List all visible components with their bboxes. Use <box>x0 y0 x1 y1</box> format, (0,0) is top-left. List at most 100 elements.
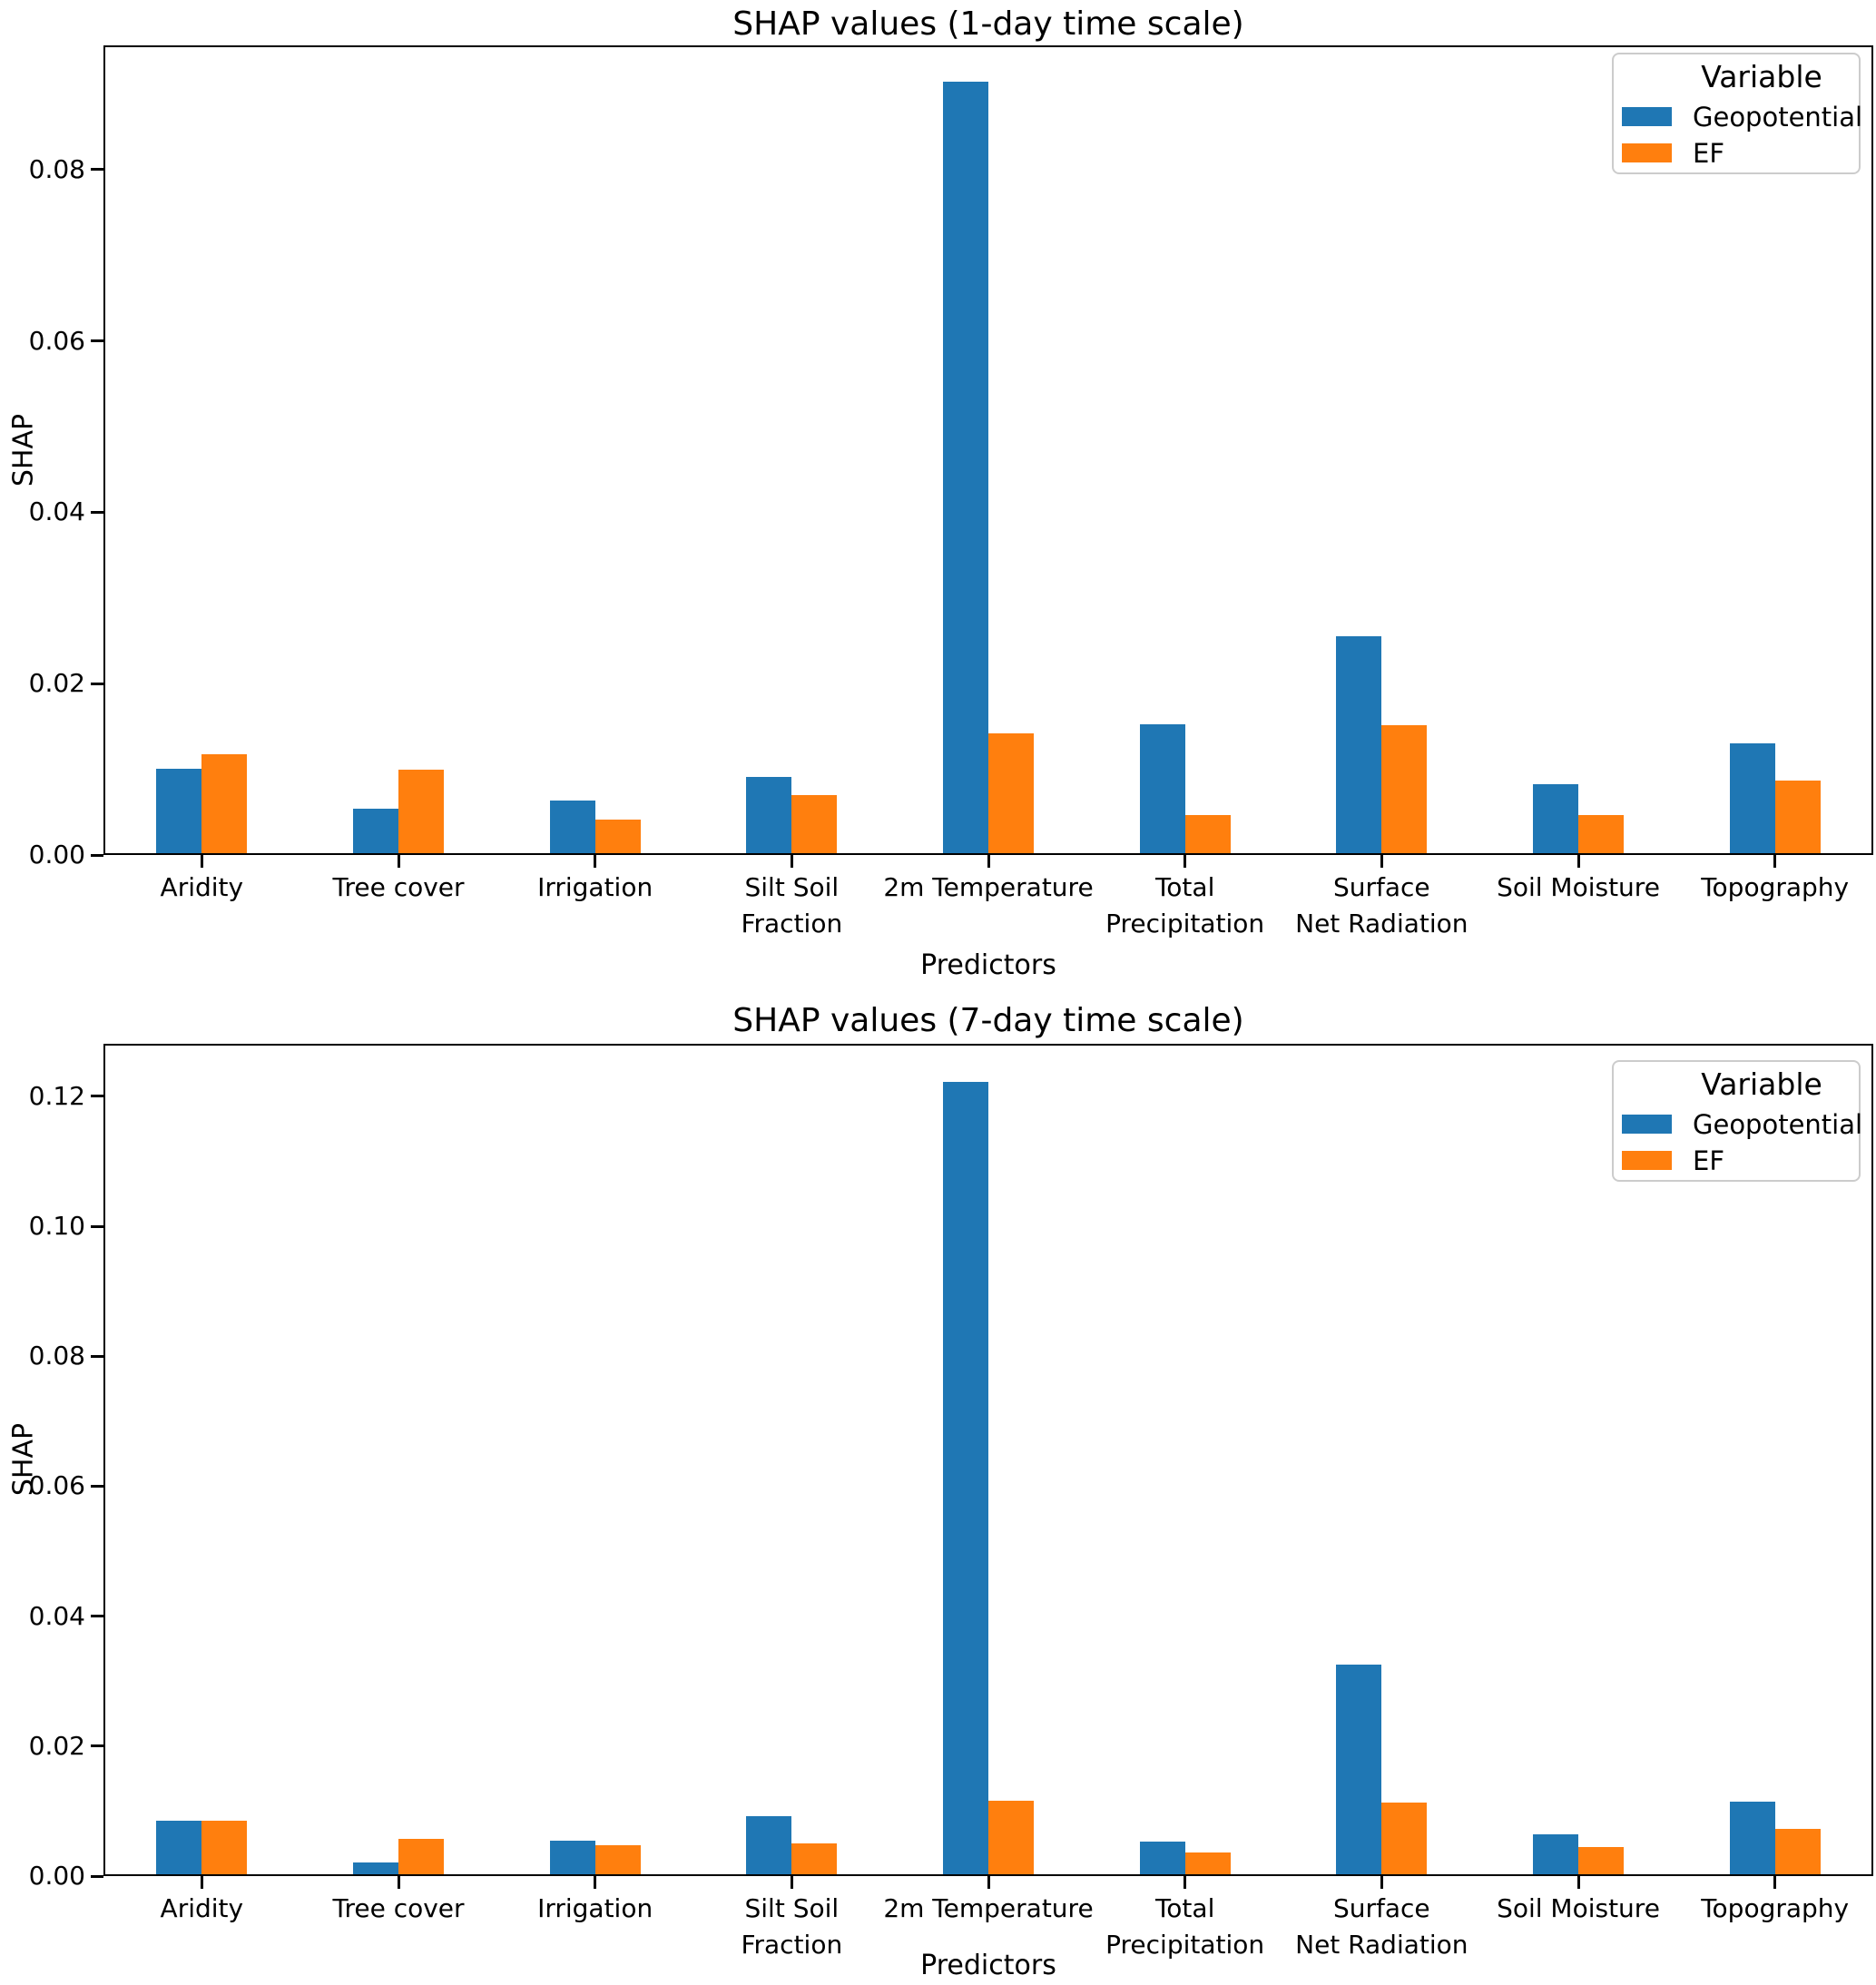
bar-geopotential-aridity <box>156 769 202 853</box>
x-tick-mark <box>1184 1876 1187 1889</box>
bar-geopotential-topography <box>1729 743 1775 853</box>
ef-swatch-icon <box>1622 143 1672 162</box>
plot-area <box>103 45 1873 855</box>
legend-label: Geopotential <box>1693 1109 1863 1140</box>
y-tick-mark <box>91 168 103 172</box>
legend: Variable Geopotential EF <box>1612 1060 1863 1182</box>
y-axis-label: SHAP <box>7 1422 40 1497</box>
y-axis-label: SHAP <box>7 413 40 487</box>
x-tick-label: Topography <box>1701 872 1850 902</box>
x-tick-mark <box>987 1876 990 1889</box>
x-tick-label: Topography <box>1701 1893 1850 1923</box>
bar-ef-aridity <box>201 1821 248 1874</box>
x-tick-mark <box>1773 855 1777 868</box>
x-tick-mark <box>397 855 400 868</box>
y-tick-label: 0.08 <box>28 153 85 184</box>
legend: Variable Geopotential EF <box>1612 53 1862 174</box>
y-tick-mark <box>91 1874 103 1878</box>
x-tick-mark <box>987 855 990 868</box>
y-tick-mark <box>91 339 103 343</box>
bar-geopotential-silt-soil <box>746 777 792 853</box>
x-tick-mark <box>200 855 203 868</box>
x-tick-label: Aridity <box>160 1893 244 1923</box>
y-tick-label: 0.08 <box>28 1341 85 1371</box>
bar-geopotential-silt-soil <box>746 1816 792 1874</box>
legend-title: Variable <box>1701 59 1822 94</box>
y-tick-mark <box>91 1354 103 1358</box>
bar-ef-surface <box>1381 725 1428 853</box>
x-tick-label: Silt Soil Fraction <box>741 872 843 938</box>
x-tick-label: Silt Soil Fraction <box>741 1893 843 1960</box>
y-tick-label: 0.00 <box>28 1861 85 1891</box>
x-tick-label: Total Precipitation <box>1105 872 1265 938</box>
bar-geopotential-total <box>1139 724 1185 853</box>
legend-label: EF <box>1693 138 1725 169</box>
bar-geopotential-surface <box>1336 636 1382 853</box>
y-tick-mark <box>91 1095 103 1098</box>
bar-geopotential-soil-moisture <box>1533 784 1578 853</box>
bar-geopotential-irrigation <box>549 801 595 853</box>
x-tick-label: Irrigation <box>537 872 653 902</box>
legend-title: Variable <box>1701 1066 1822 1102</box>
y-tick-label: 0.02 <box>28 1730 85 1761</box>
bar-ef-irrigation <box>594 820 641 853</box>
x-tick-label: Surface Net Radiation <box>1295 1893 1468 1960</box>
y-tick-label: 0.04 <box>28 496 85 527</box>
x-tick-label: 2m Temperature <box>883 872 1094 902</box>
bar-geopotential-tree-cover <box>353 809 398 853</box>
bar-ef-2m-temperature <box>988 733 1034 853</box>
y-tick-mark <box>91 1615 103 1618</box>
y-tick-label: 0.06 <box>28 1470 85 1501</box>
bar-geopotential-irrigation <box>549 1841 595 1874</box>
x-axis-label: Predictors <box>920 1950 1056 1981</box>
x-tick-label: Aridity <box>160 872 244 902</box>
x-tick-label: Tree cover <box>332 1893 465 1923</box>
x-tick-label: Soil Moisture <box>1497 872 1660 902</box>
x-tick-mark <box>1773 1876 1777 1889</box>
bar-geopotential-topography <box>1729 1802 1775 1874</box>
x-tick-label: Total Precipitation <box>1105 1893 1265 1960</box>
bar-ef-topography <box>1774 781 1821 853</box>
x-tick-mark <box>1184 855 1187 868</box>
x-tick-mark <box>1576 1876 1580 1889</box>
y-tick-mark <box>91 1224 103 1228</box>
x-axis-label: Predictors <box>920 949 1056 981</box>
x-tick-mark <box>594 855 597 868</box>
x-tick-mark <box>790 1876 793 1889</box>
y-tick-label: 0.12 <box>28 1080 85 1111</box>
chart-title: SHAP values (1-day time scale) <box>732 5 1244 43</box>
geopotential-swatch-icon <box>1622 1115 1672 1134</box>
bar-ef-soil-moisture <box>1578 815 1624 853</box>
legend-label: EF <box>1693 1145 1725 1176</box>
x-tick-mark <box>1380 855 1383 868</box>
x-tick-mark <box>1380 1876 1383 1889</box>
y-tick-label: 0.04 <box>28 1600 85 1631</box>
bar-ef-total <box>1184 1852 1231 1874</box>
y-tick-mark <box>91 510 103 514</box>
chart-title: SHAP values (7-day time scale) <box>732 1002 1244 1039</box>
bar-ef-aridity <box>201 754 248 853</box>
bar-geopotential-2m-temperature <box>943 82 988 853</box>
y-tick-mark <box>91 1484 103 1488</box>
geopotential-swatch-icon <box>1622 107 1672 126</box>
bar-ef-silt-soil <box>791 795 838 853</box>
bar-ef-tree-cover <box>398 1839 444 1874</box>
bar-geopotential-surface <box>1336 1665 1382 1874</box>
bar-ef-soil-moisture <box>1578 1847 1624 1874</box>
x-tick-label: Irrigation <box>537 1893 653 1923</box>
bar-geopotential-total <box>1139 1842 1185 1874</box>
bar-ef-topography <box>1774 1829 1821 1874</box>
bar-ef-irrigation <box>594 1845 641 1874</box>
x-tick-mark <box>397 1876 400 1889</box>
bar-geopotential-tree-cover <box>353 1862 398 1874</box>
y-tick-label: 0.02 <box>28 668 85 699</box>
bar-geopotential-aridity <box>156 1821 202 1874</box>
bar-geopotential-soil-moisture <box>1533 1834 1578 1874</box>
y-tick-mark <box>91 1744 103 1748</box>
x-tick-label: 2m Temperature <box>883 1893 1094 1923</box>
x-tick-label: Soil Moisture <box>1497 1893 1660 1923</box>
bar-ef-surface <box>1381 1803 1428 1874</box>
